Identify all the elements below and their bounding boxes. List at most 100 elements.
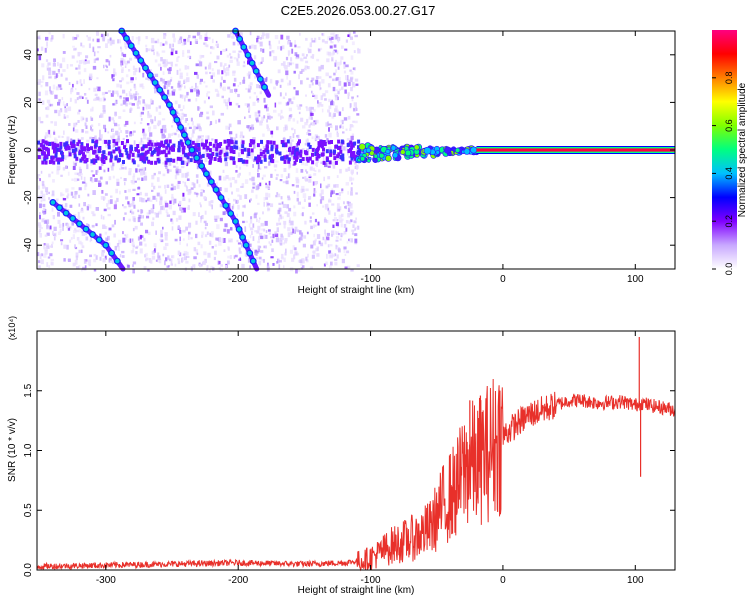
noise-cell xyxy=(109,260,112,263)
noise-cell xyxy=(253,144,256,149)
noise-cell xyxy=(127,61,130,64)
zero-band-cell xyxy=(339,155,343,159)
noise-cell xyxy=(46,219,50,224)
zero-band-cell xyxy=(350,156,354,161)
noise-cell xyxy=(140,137,143,143)
noise-cell xyxy=(133,140,136,145)
noise-cell xyxy=(114,114,117,117)
noise-cell xyxy=(171,219,174,225)
zero-band-cell xyxy=(125,151,129,156)
trace-blob xyxy=(193,154,201,162)
noise-cell xyxy=(250,151,254,156)
noise-cell xyxy=(228,123,232,128)
noise-cell xyxy=(151,221,154,227)
noise-cell xyxy=(310,116,313,120)
noise-cell xyxy=(267,115,270,120)
noise-cell xyxy=(111,224,115,228)
noise-cell xyxy=(68,123,71,126)
noise-cell xyxy=(132,197,135,201)
noise-cell xyxy=(123,206,127,209)
noise-cell xyxy=(227,246,230,250)
zero-band-cell xyxy=(107,151,111,156)
zero-band-cell xyxy=(295,157,298,162)
noise-cell xyxy=(67,258,71,262)
zero-band-cell xyxy=(260,139,263,144)
zero-band-cell xyxy=(60,157,64,162)
noise-cell xyxy=(54,199,58,204)
noise-cell xyxy=(280,235,284,241)
noise-cell xyxy=(101,161,104,166)
noise-cell xyxy=(78,64,81,70)
zero-band-cell xyxy=(201,153,205,158)
noise-cell xyxy=(228,238,231,243)
noise-cell xyxy=(106,65,108,69)
noise-cell xyxy=(294,40,296,45)
trace-blob xyxy=(146,71,154,79)
zero-band-cell xyxy=(219,149,223,154)
noise-cell xyxy=(237,174,240,178)
noise-cell xyxy=(75,67,78,70)
noise-cell xyxy=(206,111,209,115)
noise-cell xyxy=(160,66,162,71)
noise-cell xyxy=(264,78,268,83)
noise-cell xyxy=(297,134,300,139)
noise-cell xyxy=(141,167,145,171)
trace-blob xyxy=(127,42,135,50)
noise-cell xyxy=(78,187,82,191)
noise-cell xyxy=(101,250,105,254)
noise-cell xyxy=(311,82,314,86)
noise-cell xyxy=(152,145,155,149)
noise-cell xyxy=(237,204,240,210)
noise-cell xyxy=(237,53,240,59)
zero-band-cell xyxy=(48,142,51,146)
noise-cell xyxy=(227,86,231,90)
noise-cell xyxy=(309,166,313,171)
noise-cell xyxy=(350,124,353,128)
noise-cell xyxy=(346,79,350,83)
noise-cell xyxy=(149,132,153,137)
noise-cell xyxy=(138,214,142,219)
zero-band-cell xyxy=(109,158,113,163)
noise-cell xyxy=(46,99,51,104)
noise-cell xyxy=(335,244,337,250)
noise-cell xyxy=(73,48,77,51)
noise-cell xyxy=(315,136,320,140)
noise-cell xyxy=(248,155,252,159)
noise-cell xyxy=(219,204,223,208)
noise-cell xyxy=(216,181,218,186)
noise-cell xyxy=(94,93,98,96)
noise-cell xyxy=(256,35,260,39)
noise-cell xyxy=(188,126,192,129)
carrier-blob xyxy=(470,146,478,154)
zero-band-cell xyxy=(85,158,89,162)
zero-band-cell xyxy=(54,150,58,155)
zero-band-cell xyxy=(223,139,227,144)
noise-cell xyxy=(318,152,322,155)
noise-cell xyxy=(55,73,58,78)
noise-cell xyxy=(137,164,140,168)
zero-band-cell xyxy=(151,150,154,155)
noise-cell xyxy=(337,66,340,70)
noise-cell xyxy=(75,252,79,258)
noise-cell xyxy=(145,172,147,176)
noise-cell xyxy=(287,227,291,232)
colorbar-ticks: 0.00.20.40.60.8 xyxy=(712,72,734,275)
noise-cell xyxy=(357,225,360,230)
noise-cell xyxy=(293,211,297,217)
zero-band-cell xyxy=(126,139,129,144)
noise-cell xyxy=(157,120,162,125)
noise-cell xyxy=(145,105,148,110)
noise-cell xyxy=(164,162,168,167)
noise-cell xyxy=(297,46,301,49)
noise-cell xyxy=(317,221,320,226)
noise-cell xyxy=(234,88,237,94)
noise-cell xyxy=(92,190,96,195)
noise-cell xyxy=(171,125,174,128)
noise-cell xyxy=(52,70,56,75)
noise-cell xyxy=(147,48,151,52)
zero-band-cell xyxy=(202,145,206,150)
noise-cell xyxy=(277,113,281,117)
noise-cell xyxy=(111,137,114,140)
zero-band-cell xyxy=(187,152,191,157)
noise-cell xyxy=(286,204,289,209)
